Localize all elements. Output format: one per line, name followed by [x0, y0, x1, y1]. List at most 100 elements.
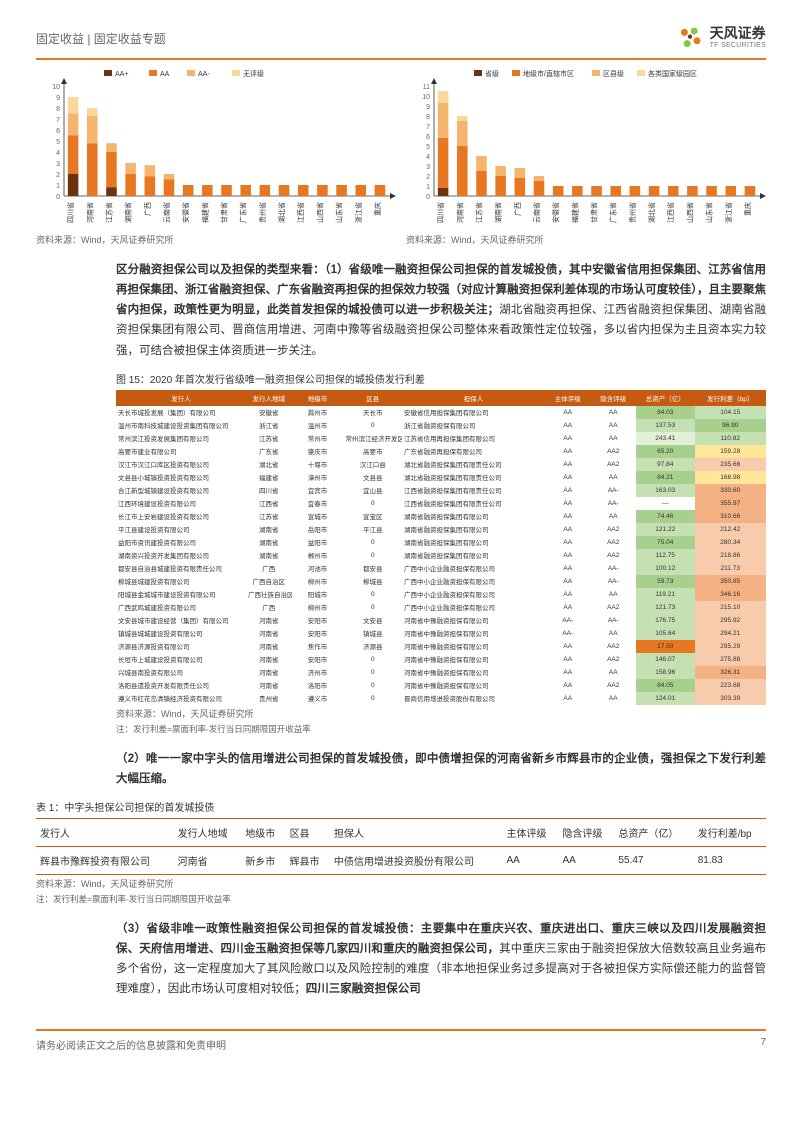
table-row: 长垣市上城建设投资有限公司河南省安阳市0河南省中豫融资担保有限公司AAAA214… — [116, 653, 766, 666]
svg-text:区县级: 区县级 — [603, 69, 624, 78]
table-row: 都安县自治县城建投资有限责任公司广西河池市都安县广西中小企业融资担保有限公司AA… — [116, 562, 766, 575]
svg-text:5: 5 — [426, 144, 430, 151]
table-row: 常州滨江投资发展集团有限公司江苏省常州市常州滨江经济开发区江苏省信用再担保集团有… — [116, 432, 766, 445]
table-row: 温州市南科技城建设投资集团有限公司浙江省温州市0浙江省融资担保有限公司AAAA1… — [116, 419, 766, 432]
svg-text:省级: 省级 — [485, 69, 499, 78]
svg-text:1: 1 — [56, 183, 60, 190]
table-row: 广西武鸣城建投资有限公司广西柳州市0广西中小企业融资担保有限公司AAAA2121… — [116, 601, 766, 614]
chart-left-source: 资料来源：Wind，天风证券研究所 — [36, 233, 396, 246]
svg-text:广西: 广西 — [513, 202, 522, 216]
svg-text:10: 10 — [52, 84, 60, 91]
logo-en: TF SECURITIES — [710, 42, 766, 50]
chart-right-source: 资料来源：Wind，天风证券研究所 — [406, 233, 766, 246]
svg-text:无评级: 无评级 — [243, 69, 264, 78]
table-row: 江西环境建设投资有限公司江西省宜春市0江西省融资担保集团有限责任公司AAAA-—… — [116, 497, 766, 510]
svg-text:四川省: 四川省 — [66, 202, 75, 223]
paragraph-2: （2）唯一一家中字头的信用增进公司担保的首发城投债，即中债增担保的河南省新乡市辉… — [116, 749, 766, 789]
svg-text:甘肃省: 甘肃省 — [220, 202, 229, 223]
table-row: 文安县城市建设经营（集团）有限公司河南省安阳市文安县河南省中豫融资担保有限公司A… — [116, 614, 766, 627]
svg-text:2: 2 — [426, 174, 430, 181]
paragraph-3: （3）省级非唯一政策性融资担保公司担保的首发城投债：主要集中在重庆兴农、重庆进出… — [116, 919, 766, 1000]
svg-text:0: 0 — [426, 194, 430, 201]
svg-text:2: 2 — [56, 172, 60, 179]
table-row: 平江县建设投资有限公司湖南省岳阳市平江县湖南省融资担保集团有限公司AAAA212… — [116, 523, 766, 536]
table-row: 湖南资兴投资开发集团有限公司湖南省郴州市0湖南省融资担保集团有限公司AAAA21… — [116, 549, 766, 562]
svg-text:9: 9 — [426, 104, 430, 111]
svg-text:3: 3 — [56, 161, 60, 168]
svg-text:安徽省: 安徽省 — [181, 202, 190, 223]
svg-text:广西: 广西 — [143, 202, 152, 216]
svg-text:贵州省: 贵州省 — [258, 202, 267, 223]
svg-text:山东省: 山东省 — [335, 202, 344, 223]
svg-text:江苏省: 江苏省 — [474, 202, 483, 223]
svg-text:山西省: 山西省 — [685, 202, 694, 223]
svg-text:山东省: 山东省 — [705, 202, 714, 223]
svg-text:广东省: 广东省 — [609, 202, 618, 223]
chart-right: 省级地级市/直辖市区区县级各类国家级园区01234567891011四川省河南省… — [406, 68, 766, 246]
fig15-note: 注：发行利差=票面利率-发行当日同期限国开收益率 — [116, 723, 766, 735]
svg-text:湖北省: 湖北省 — [647, 202, 656, 223]
fig15-title: 图 15：2020 年首次发行省级唯一融资担保公司担保的城投债发行利差 — [116, 371, 766, 386]
svg-text:贵州省: 贵州省 — [628, 202, 637, 223]
table-row: 辉县市豫辉投资有限公司河南省新乡市辉县市中债信用增进投资股份有限公司AAAA55… — [36, 846, 766, 874]
table-row: 遵义市红花岛清镇经济投资有限公司贵州省遵义市0晋商信用增进投资股份有限公司AAA… — [116, 692, 766, 705]
svg-text:各类国家级园区: 各类国家级园区 — [648, 69, 697, 78]
svg-text:河南省: 河南省 — [455, 202, 464, 223]
para3-bold-b: 四川三家融资担保公司 — [306, 983, 421, 995]
page-header: 固定收益 | 固定收益专题 天风证券 TF SECURITIES — [36, 24, 766, 60]
table-row: 汉江市汉江口库区投资有限公司湖北省十堰市汉江口县湖北省融资担保集团有限责任公司A… — [116, 458, 766, 471]
svg-text:甘肃省: 甘肃省 — [590, 202, 599, 223]
logo: 天风证券 TF SECURITIES — [676, 24, 766, 52]
svg-text:湖南省: 湖南省 — [124, 202, 133, 223]
svg-text:江西省: 江西省 — [666, 202, 675, 223]
table-row: 天长市城投发展（集团）有限公司安徽省滁州市天长市安徽省信用担保集团有限公司AAA… — [116, 406, 766, 419]
svg-text:云南省: 云南省 — [162, 202, 171, 223]
svg-text:7: 7 — [426, 124, 430, 131]
charts-row: AA+AAAA-无评级012345678910四川省河南省江苏省湖南省广西云南省… — [36, 68, 766, 246]
svg-text:1: 1 — [426, 184, 430, 191]
table-row: 文县县小城镇投资投资有限公司福建省漳州市文县县湖北省融资担保集团有限责任公司AA… — [116, 471, 766, 484]
table1-title: 表 1：中字头担保公司担保的首发城投债 — [36, 799, 766, 814]
svg-text:河南省: 河南省 — [85, 202, 94, 223]
logo-icon — [676, 24, 704, 52]
table-row: 益阳市资讯建投资有限公司湖南省益阳市0湖南省融资担保集团有限公司AAAA275.… — [116, 536, 766, 549]
svg-text:5: 5 — [56, 139, 60, 146]
table-row: 柳城县城建投资有限公司广西自治区柳州市柳城县广西中小企业融资担保有限公司AAAA… — [116, 575, 766, 588]
svg-text:8: 8 — [426, 114, 430, 121]
table-row: 合江新型城镇建设投资有限公司四川省宜宾市宜山县江西省融资担保集团有限责任公司AA… — [116, 484, 766, 497]
chart-right-svg: 省级地级市/直辖市区区县级各类国家级园区01234567891011四川省河南省… — [406, 68, 766, 228]
svg-text:8: 8 — [56, 106, 60, 113]
svg-text:11: 11 — [423, 84, 430, 91]
footer-left: 请务必阅读正文之后的信息披露和免责申明 — [36, 1037, 226, 1052]
paragraph-1: 区分融资担保公司以及担保的类型来看：（1）省级唯一融资担保公司担保的首发城投债，… — [116, 260, 766, 361]
svg-text:安徽省: 安徽省 — [551, 202, 560, 223]
svg-text:AA-: AA- — [198, 71, 210, 78]
svg-text:0: 0 — [56, 194, 60, 201]
svg-text:湖南省: 湖南省 — [494, 202, 503, 223]
table1-source: 资料来源：Wind，天风证券研究所 — [36, 877, 766, 890]
svg-text:9: 9 — [56, 95, 60, 102]
svg-text:重庆: 重庆 — [743, 202, 752, 216]
svg-text:浙江省: 浙江省 — [724, 202, 733, 223]
svg-text:6: 6 — [426, 134, 430, 141]
chart-left-svg: AA+AAAA-无评级012345678910四川省河南省江苏省湖南省广西云南省… — [36, 68, 396, 228]
svg-text:7: 7 — [56, 117, 60, 124]
svg-text:福建省: 福建省 — [570, 202, 579, 223]
fig15-table: 发行人发行人地域地级市区县担保人主体评级隐含评级总资产（亿）发行利差（bp）天长… — [116, 390, 766, 705]
svg-text:浙江省: 浙江省 — [354, 202, 363, 223]
svg-text:3: 3 — [426, 164, 430, 171]
fig15-source: 资料来源：Wind，天风证券研究所 — [116, 707, 766, 720]
header-category: 固定收益 | 固定收益专题 — [36, 30, 166, 47]
svg-text:福建省: 福建省 — [200, 202, 209, 223]
svg-text:重庆: 重庆 — [373, 202, 382, 216]
footer-right: 7 — [760, 1037, 766, 1052]
svg-text:4: 4 — [56, 150, 60, 157]
table1: 发行人发行人地域地级市区县担保人主体评级隐含评级总资产（亿）发行利差/bp辉县市… — [36, 818, 766, 875]
svg-text:10: 10 — [422, 94, 430, 101]
table-row: 兴城县南投资有限公司河南省济州市0河南省中豫融资担保有限公司AAAA158.96… — [116, 666, 766, 679]
svg-text:6: 6 — [56, 128, 60, 135]
logo-cn: 天风证券 — [710, 26, 766, 41]
svg-text:4: 4 — [426, 154, 430, 161]
svg-text:云南省: 云南省 — [532, 202, 541, 223]
svg-text:AA: AA — [160, 71, 170, 78]
